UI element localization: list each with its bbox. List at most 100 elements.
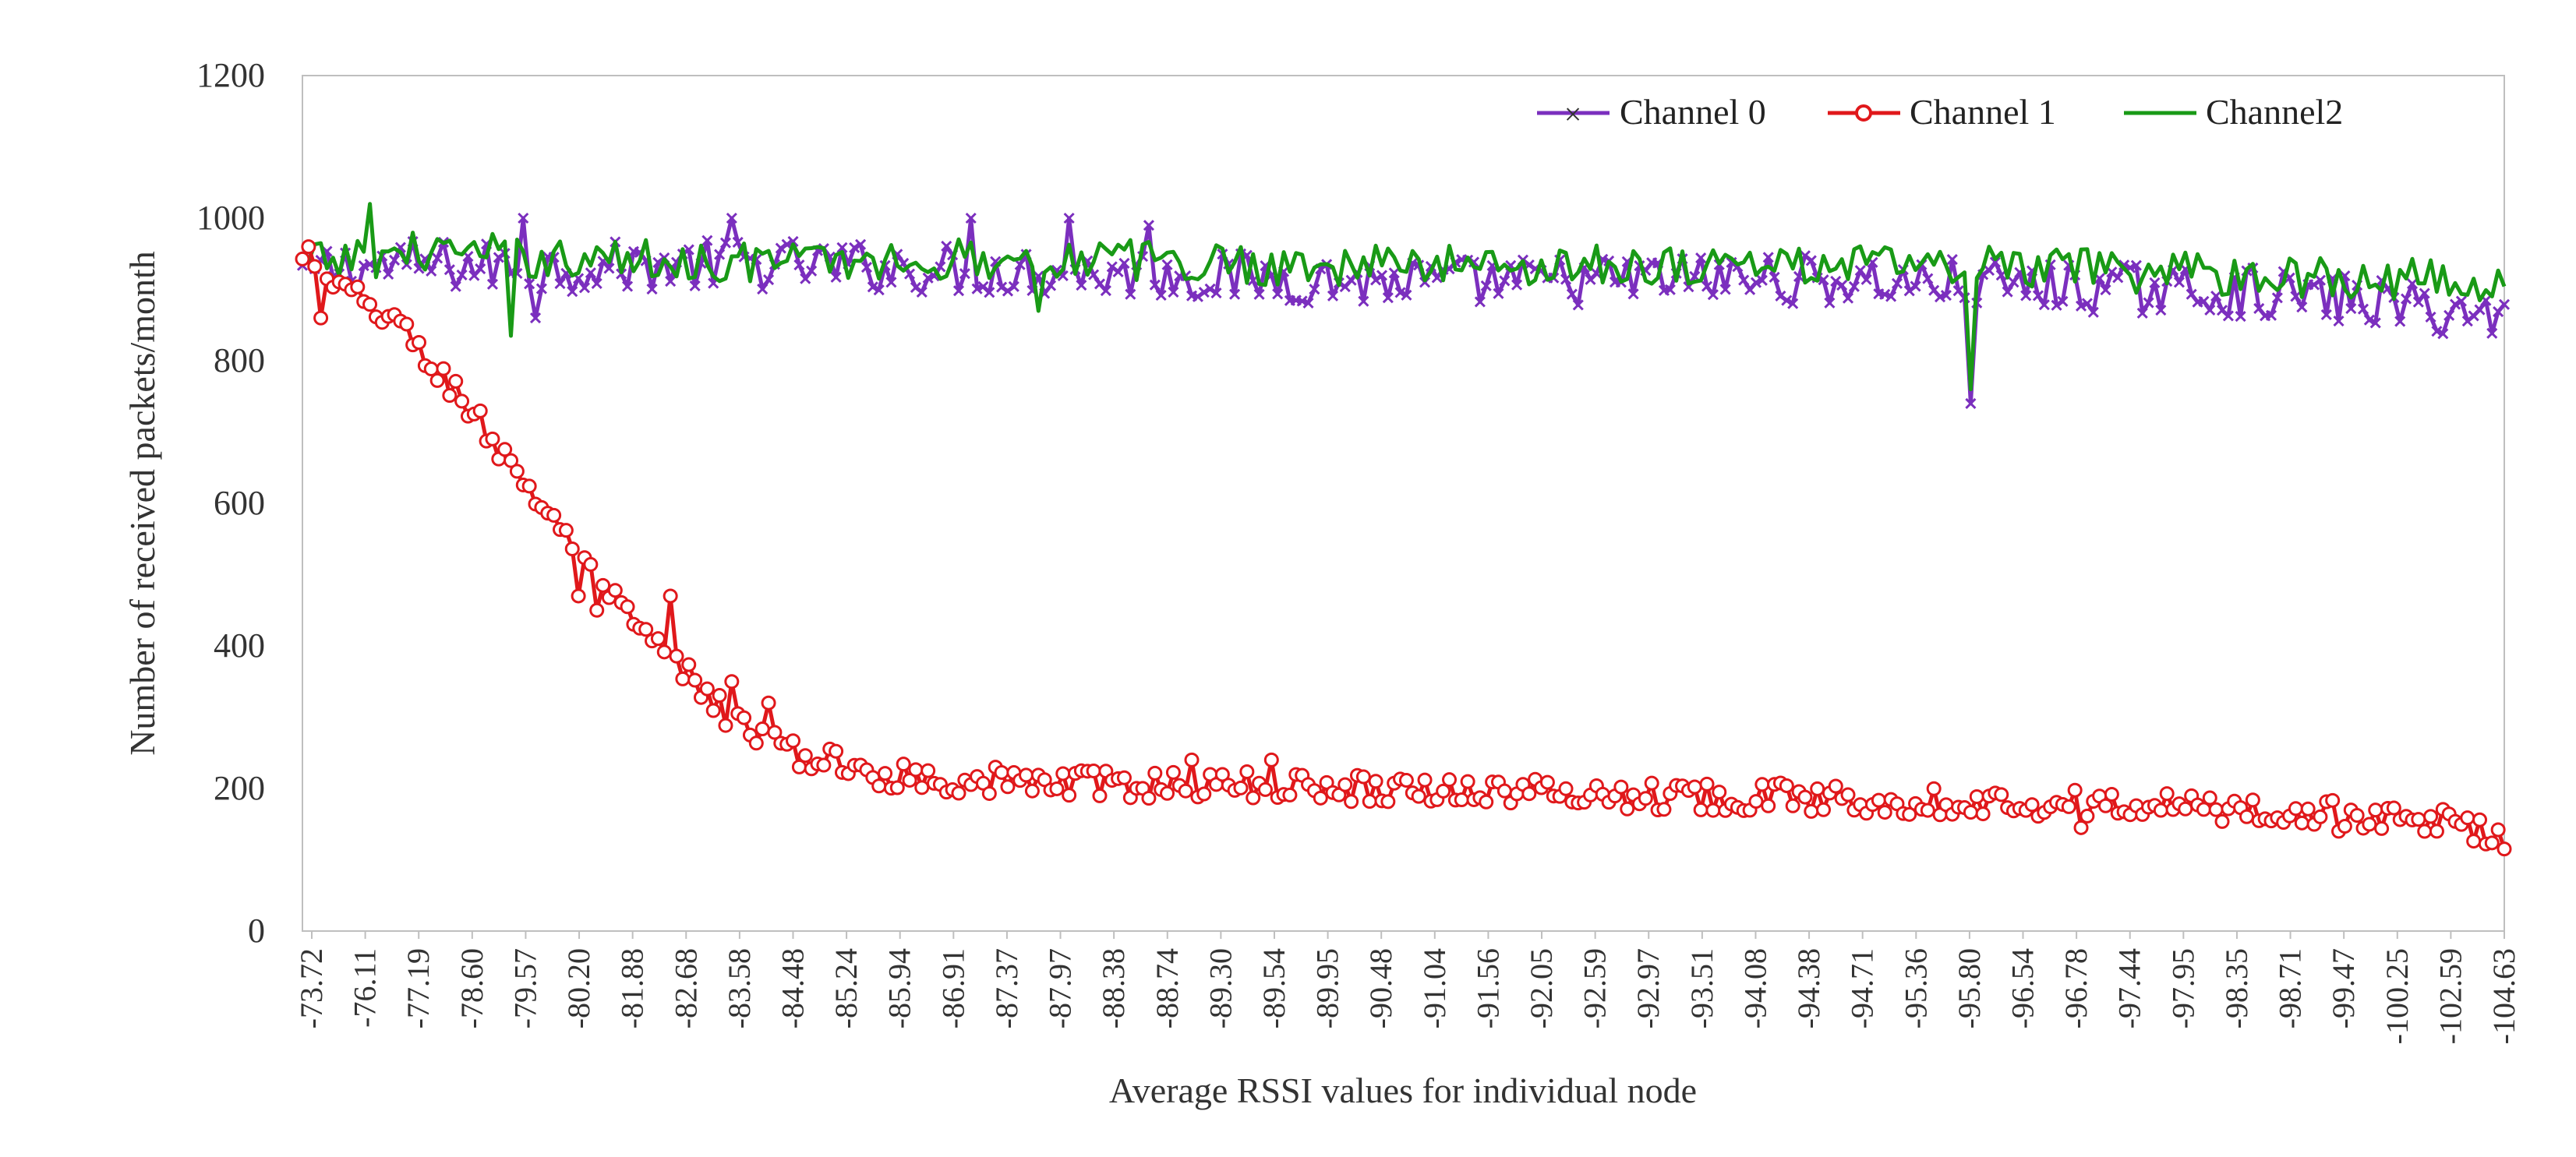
y-tick-label: 400 (214, 626, 265, 665)
data-point (1296, 295, 1308, 307)
x-tick-label: -83.58 (722, 948, 757, 1028)
data-point (2204, 304, 2216, 316)
data-point (1572, 299, 1584, 311)
x-tick-label: -82.68 (668, 948, 703, 1028)
data-point (1922, 273, 1934, 284)
y-tick-label: 1000 (196, 199, 265, 237)
data-point (1656, 802, 1672, 817)
data-point (493, 252, 504, 263)
data-point (1337, 777, 1353, 792)
data-point (873, 284, 885, 296)
data-point (1246, 790, 1261, 806)
data-point (2300, 801, 2316, 817)
data-point (1871, 792, 1886, 808)
data-point (2394, 316, 2406, 327)
data-point (595, 577, 611, 593)
data-point (426, 265, 437, 277)
data-point (1891, 277, 1903, 289)
data-point (2369, 317, 2381, 329)
data-point (971, 283, 983, 295)
data-point (1699, 776, 1715, 792)
x-axis-title: Average RSSI values for individual node (1109, 1071, 1697, 1110)
x-tick-label: -89.54 (1256, 948, 1292, 1028)
data-point (301, 239, 316, 255)
data-point (307, 259, 323, 274)
data-point (546, 507, 562, 523)
data-point (567, 286, 578, 298)
data-point (2474, 304, 2486, 316)
data-point (896, 757, 911, 772)
x-tick-label: -102.59 (2433, 948, 2468, 1044)
data-point (620, 599, 635, 615)
data-point (1816, 802, 1832, 817)
data-point (1969, 789, 1984, 805)
data-point (509, 464, 525, 479)
data-point (1926, 781, 1942, 796)
data-point (806, 265, 818, 277)
x-tick-label: -97.95 (2165, 948, 2200, 1028)
data-point (1613, 779, 1629, 795)
y-tick-label: 600 (214, 484, 265, 522)
data-point (941, 240, 952, 252)
data-point (2159, 786, 2175, 802)
data-point (903, 268, 916, 280)
data-point (362, 297, 378, 312)
x-tick-label: -100.25 (2380, 948, 2415, 1044)
data-point (1019, 767, 1034, 783)
data-point (2490, 822, 2506, 838)
data-point (1460, 774, 1475, 789)
data-point (524, 278, 535, 290)
x-tick-label: -89.30 (1203, 948, 1238, 1028)
data-point (1063, 212, 1075, 224)
data-point (1024, 783, 1040, 799)
data-point (1257, 781, 1273, 797)
data-point (1910, 280, 1921, 292)
data-point (1368, 774, 1383, 789)
x-tick-label: -96.54 (2005, 948, 2041, 1028)
legend: × Channel 0 Channel 1 Channel2 (1537, 92, 2343, 132)
data-point (665, 275, 677, 287)
data-point (748, 735, 764, 751)
data-point (450, 280, 461, 292)
data-point (1401, 289, 1412, 301)
series-line (300, 216, 2506, 406)
data-point (675, 671, 691, 686)
data-point (994, 764, 1009, 780)
data-point (429, 372, 445, 388)
data-point (2484, 835, 2500, 851)
x-tick-label: -78.60 (454, 948, 489, 1028)
data-point (2320, 309, 2332, 321)
data-point (701, 235, 713, 246)
data-point (1388, 267, 1400, 279)
data-point (1975, 806, 1991, 822)
data-point (860, 262, 873, 273)
data-point (2466, 834, 2482, 849)
data-point (1398, 773, 1414, 788)
x-tick-label: -92.05 (1524, 948, 1559, 1028)
data-point (1818, 274, 1829, 286)
data-point (2362, 817, 2377, 832)
data-point (583, 556, 599, 572)
x-tick-label: -79.57 (507, 948, 542, 1028)
data-point (388, 254, 401, 266)
data-point (1204, 283, 1216, 295)
data-point (2002, 286, 2013, 298)
data-point (1840, 787, 1856, 802)
data-point (564, 541, 580, 556)
data-point (443, 264, 455, 276)
data-point (1496, 783, 1512, 799)
legend-item-channel-0: × Channel 0 (1537, 92, 1766, 132)
data-point (2357, 303, 2369, 315)
data-point (1309, 284, 1320, 295)
data-point (1168, 286, 1179, 298)
data-point (2411, 812, 2426, 827)
data-point (1946, 254, 1958, 266)
data-point (1165, 764, 1181, 780)
data-point (718, 718, 733, 733)
data-point (1092, 788, 1108, 803)
x-tick-label: -99.47 (2326, 948, 2361, 1028)
data-point (436, 361, 451, 376)
data-point (830, 271, 842, 283)
data-point (1147, 765, 1163, 781)
data-point (1963, 804, 1978, 820)
